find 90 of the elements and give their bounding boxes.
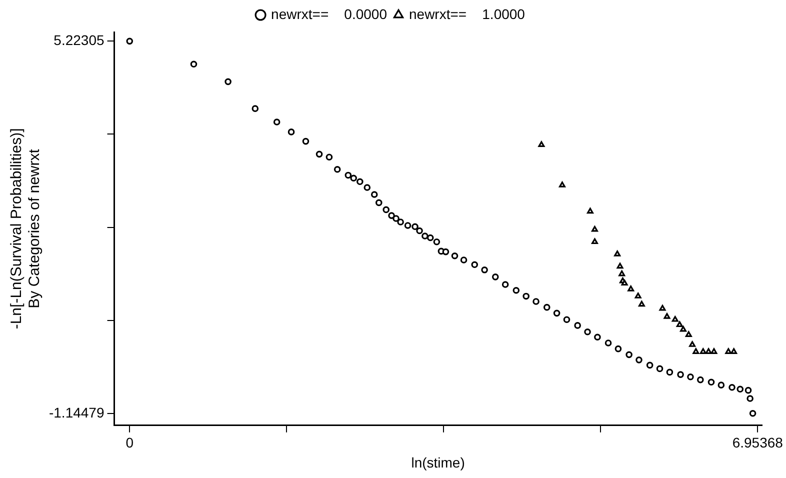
point — [664, 313, 670, 319]
point — [375, 199, 382, 206]
point — [604, 340, 612, 346]
point — [370, 191, 378, 198]
point — [656, 365, 664, 372]
point — [344, 172, 352, 179]
point — [364, 184, 371, 191]
point — [584, 328, 591, 336]
point — [471, 261, 478, 268]
point — [677, 371, 684, 378]
point — [614, 250, 621, 256]
point — [666, 368, 674, 376]
point — [728, 384, 736, 391]
point — [725, 348, 732, 354]
point — [426, 234, 434, 242]
point — [563, 316, 570, 323]
point — [749, 410, 756, 417]
point — [746, 395, 754, 402]
point — [126, 38, 134, 45]
point — [316, 150, 323, 158]
point — [692, 348, 700, 354]
point — [538, 141, 545, 148]
point — [392, 215, 400, 222]
point — [614, 345, 622, 352]
point — [543, 304, 550, 311]
point — [718, 382, 725, 388]
point — [326, 154, 333, 160]
point — [350, 174, 357, 182]
point — [697, 376, 704, 384]
point — [451, 252, 458, 260]
point — [502, 281, 509, 288]
point — [592, 226, 598, 232]
point — [388, 212, 395, 219]
point — [481, 266, 488, 274]
point — [638, 300, 645, 307]
point — [730, 348, 738, 354]
point — [190, 60, 198, 68]
point — [553, 310, 560, 317]
point — [744, 386, 752, 394]
point — [492, 274, 499, 280]
point — [404, 222, 412, 229]
point — [252, 105, 259, 112]
point — [646, 362, 654, 369]
point — [628, 286, 634, 292]
point — [512, 286, 520, 294]
point — [672, 316, 678, 322]
point — [334, 166, 341, 173]
point — [382, 206, 390, 214]
point — [687, 373, 694, 380]
point — [616, 262, 624, 269]
x-tick-label: 6.95368 — [732, 434, 784, 451]
point — [594, 334, 601, 341]
x-axis-title: ln(stime) — [411, 454, 465, 470]
point — [397, 218, 404, 226]
point — [273, 118, 280, 126]
point — [422, 232, 428, 240]
point — [442, 248, 450, 256]
point — [676, 321, 683, 328]
y-tick-label: -1.14479 — [48, 404, 104, 420]
point — [302, 138, 310, 145]
point — [710, 348, 718, 354]
point — [224, 78, 232, 86]
point — [685, 331, 692, 337]
point — [592, 238, 598, 244]
point — [736, 386, 744, 393]
point — [288, 128, 295, 136]
y-axis-title: -Ln[-Ln(Survival Probabilities)] By Categories of newrxt — [8, 128, 44, 330]
point — [705, 348, 712, 354]
point — [626, 351, 632, 358]
point — [621, 280, 628, 286]
y-tick-label: 5.22305 — [54, 32, 104, 48]
point — [680, 326, 686, 332]
legend-label: newrxt== 1.0000 — [409, 6, 526, 22]
point — [532, 298, 540, 305]
point — [586, 208, 594, 214]
point — [574, 322, 581, 329]
point — [522, 292, 530, 300]
x-tick-label: 0 — [126, 434, 134, 451]
point — [618, 270, 626, 276]
point — [636, 356, 642, 364]
point — [412, 223, 418, 230]
point — [433, 238, 440, 246]
point — [416, 227, 423, 234]
point — [634, 292, 642, 298]
point — [659, 304, 666, 311]
point — [460, 256, 468, 264]
legend-label: newrxt== 0.0000 — [271, 6, 388, 22]
point — [708, 378, 715, 386]
point — [700, 348, 706, 354]
point — [356, 178, 364, 186]
